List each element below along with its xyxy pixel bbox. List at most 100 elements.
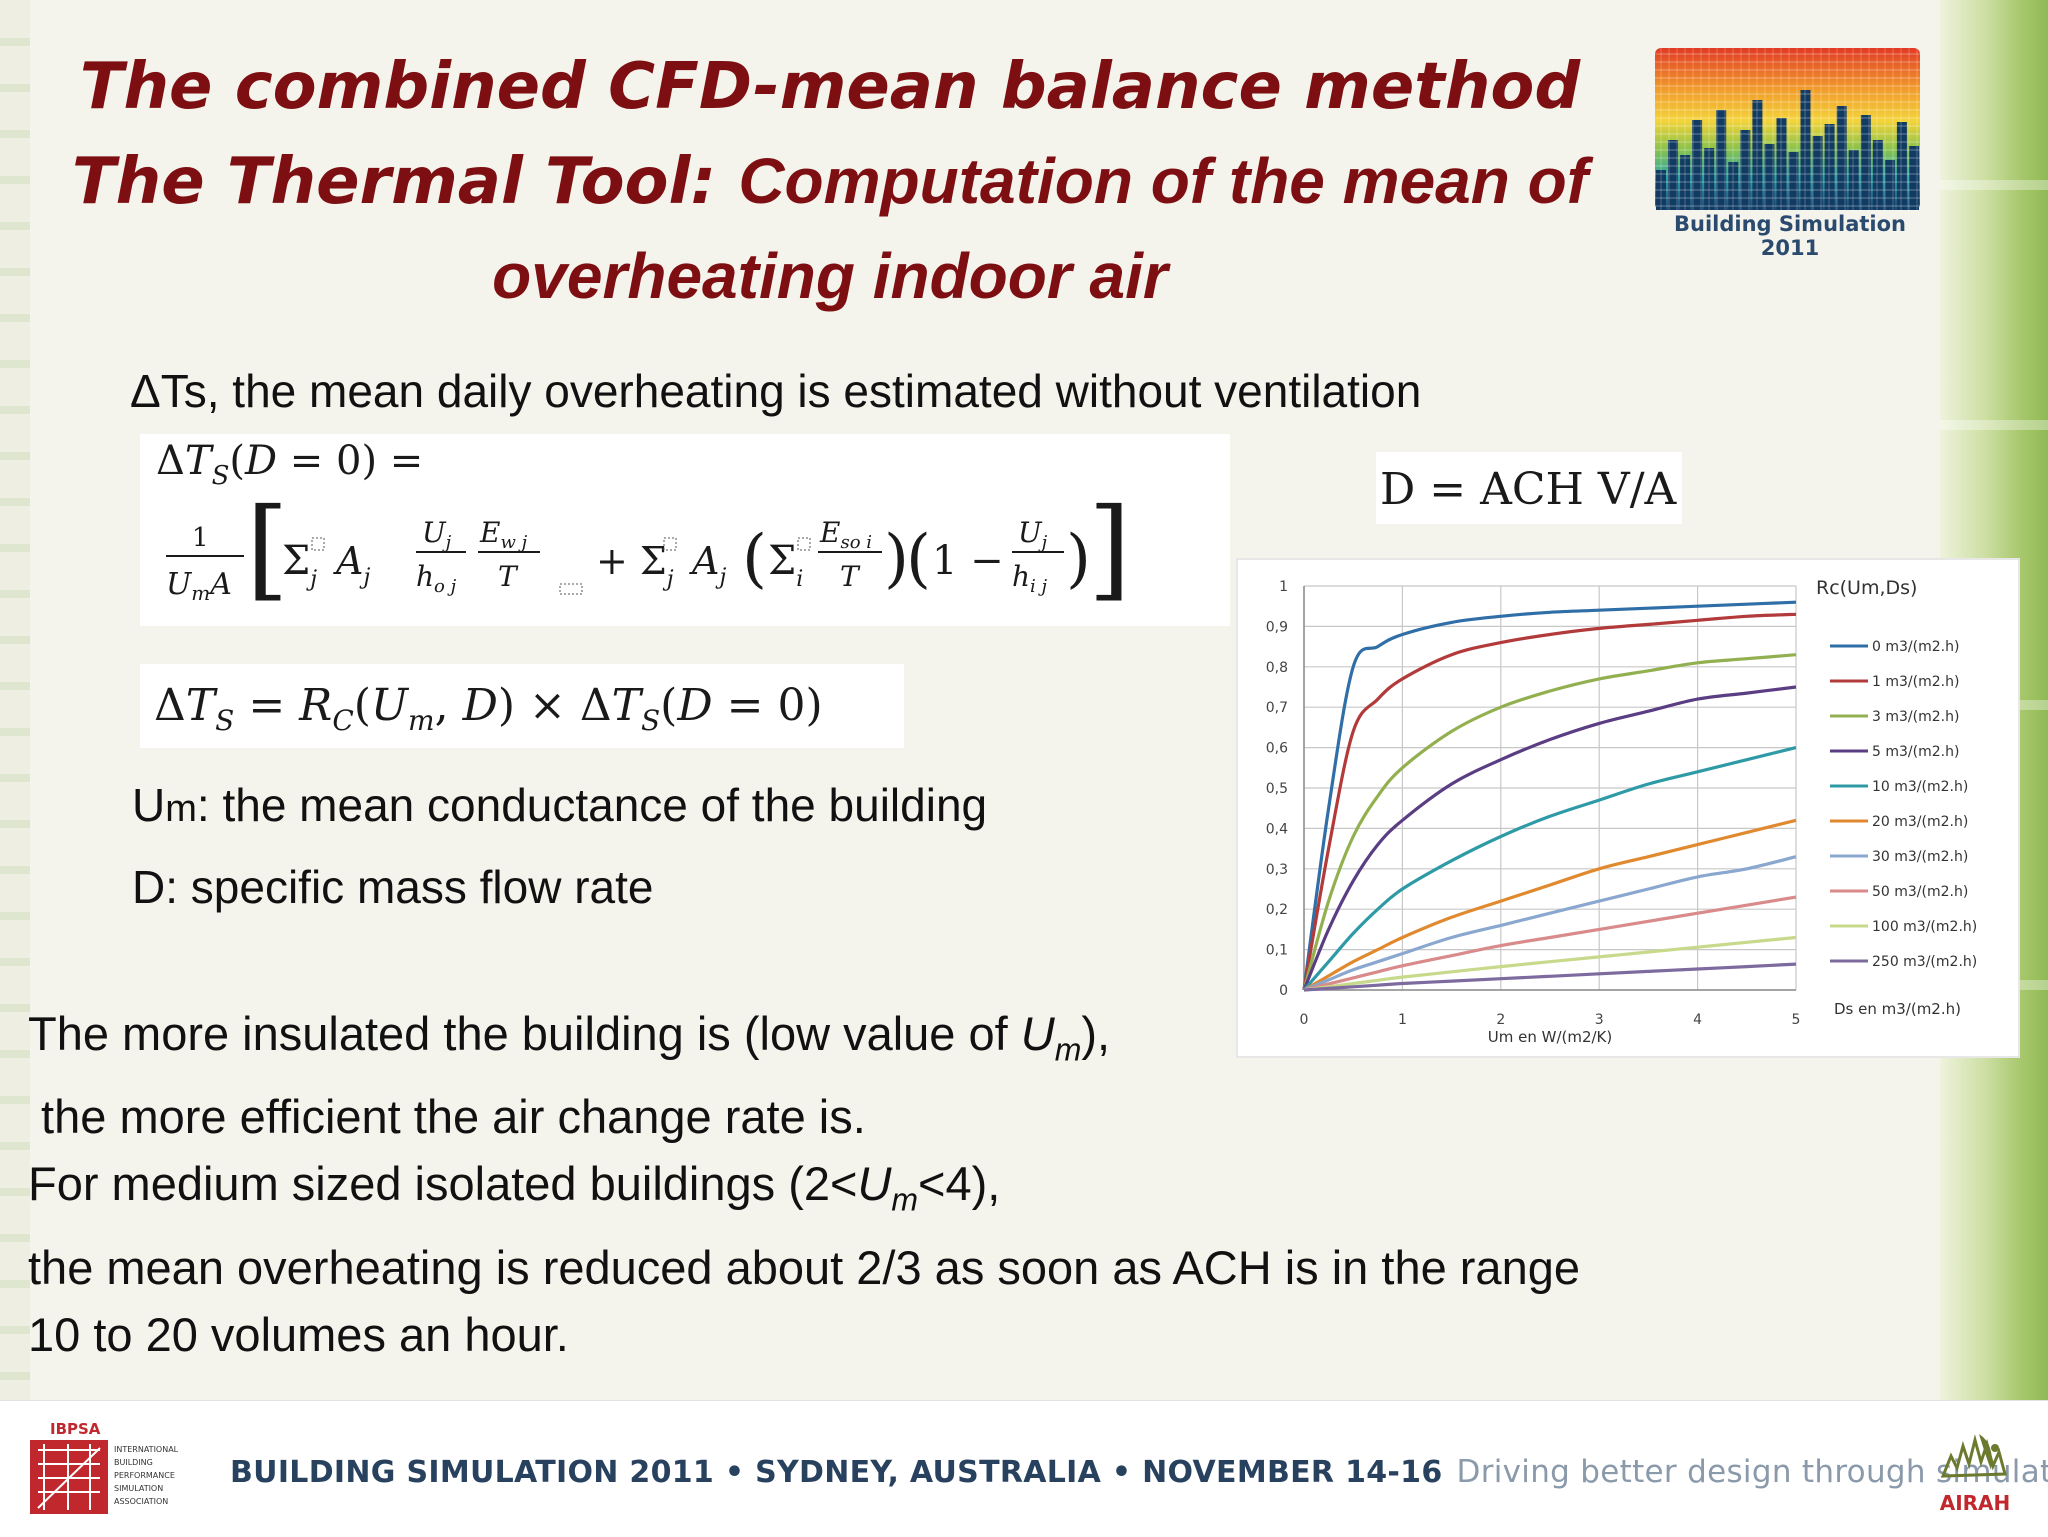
chart-y-tick-label: 0,7 xyxy=(1266,700,1288,716)
definition-um-subscript: m xyxy=(165,788,197,830)
chart-legend-label: 50 m3/(m2.h) xyxy=(1872,884,1968,900)
svg-text:Σj: Σj xyxy=(282,538,317,592)
logo-bar xyxy=(1788,152,1799,210)
body-line-1: The more insulated the building is (low … xyxy=(28,1000,1898,1083)
chart-legend-label: 20 m3/(m2.h) xyxy=(1872,814,1968,830)
logo-bar xyxy=(1692,120,1703,210)
chart-x-tick-label: 2 xyxy=(1496,1012,1505,1028)
rc-chart: 0 0,1 0,2 0,3 0,4 0,5 0,6 0,7 0,8 0,9 1 0 1 2 3 4 5 Rc(Um… xyxy=(1236,558,2020,1058)
chart-legend-label: 5 m3/(m2.h) xyxy=(1872,744,1959,760)
chart-y-tick-label: 0,6 xyxy=(1266,741,1288,757)
body-line-3: For medium sized isolated buildings (2<U… xyxy=(28,1150,1898,1233)
svg-text:(: ( xyxy=(906,522,931,596)
svg-text:Σi: Σi xyxy=(768,538,803,592)
chart-y-tick-label: 0,3 xyxy=(1266,862,1288,878)
ibpsa-logo-text: IBPSA xyxy=(50,1420,101,1438)
chart-legend-label: 250 m3/(m2.h) xyxy=(1872,954,1977,970)
airah-logo-text: AIRAH xyxy=(1940,1491,2011,1515)
svg-text:D = ACH V/A: D = ACH V/A xyxy=(1380,464,1678,515)
chart-series-line xyxy=(1302,653,1797,991)
definition-um-text: : the mean conductance of the building xyxy=(196,779,988,831)
body-line-5: 10 to 20 volumes an hour. xyxy=(28,1307,569,1361)
ibpsa-line: ASSOCIATION xyxy=(114,1497,168,1506)
building-simulation-logo xyxy=(1655,48,1920,210)
chart-x-tick-label: 0 xyxy=(1300,1012,1309,1028)
chart-legend-label: 0 m3/(m2.h) xyxy=(1872,639,1959,655)
chart-legend-label: 3 m3/(m2.h) xyxy=(1872,709,1959,725)
chart-series-line xyxy=(1302,612,1797,991)
logo-bar xyxy=(1896,122,1907,210)
chart-y-tick-label: 0,5 xyxy=(1266,781,1288,797)
svg-text:]: ] xyxy=(1088,484,1131,612)
chart-x-tick-label: 5 xyxy=(1792,1012,1801,1028)
chart-legend-label: 10 m3/(m2.h) xyxy=(1872,779,1968,795)
chart-y-tick-label: 0,8 xyxy=(1266,660,1288,676)
chart-series-line xyxy=(1303,895,1797,992)
logo-bar xyxy=(1909,146,1919,210)
chart-y-tick-label: 0,1 xyxy=(1266,943,1288,959)
chart-y-tick-label: 0,9 xyxy=(1266,619,1288,635)
logo-bar xyxy=(1764,144,1775,210)
svg-text:): ) xyxy=(884,522,909,596)
ibpsa-line: BUILDING xyxy=(114,1458,153,1467)
chart-series-line xyxy=(1303,818,1797,992)
chart-y-tick-label: 0,2 xyxy=(1266,902,1288,918)
body-line-1-d: ), xyxy=(1081,1007,1111,1060)
svg-text:[: [ xyxy=(246,484,289,612)
subtitle: ΔTs, the mean daily overheating is estim… xyxy=(130,365,1422,417)
svg-text:hi j: hi j xyxy=(1012,560,1048,597)
chart-series-line xyxy=(1302,600,1797,991)
chart-y-tick-label: 0 xyxy=(1279,983,1288,999)
chart-series-line xyxy=(1303,935,1797,992)
logo-bar xyxy=(1836,106,1847,210)
chart-legend-label: 1 m3/(m2.h) xyxy=(1872,674,1959,690)
body-line-4: the mean overheating is reduced about 2/… xyxy=(28,1240,1580,1294)
chart-legend-label: 30 m3/(m2.h) xyxy=(1872,849,1968,865)
chart-x-tick-label: 3 xyxy=(1595,1012,1604,1028)
svg-text:Aj: Aj xyxy=(689,539,726,590)
footer xyxy=(0,1400,2048,1537)
logo-bar xyxy=(1716,110,1727,210)
ibpsa-line: INTERNATIONAL xyxy=(114,1445,179,1454)
title-line-3: overheating indoor air xyxy=(492,240,1168,312)
svg-text:Uj: Uj xyxy=(422,516,452,553)
chart-y-tick-label: 1 xyxy=(1279,579,1288,595)
svg-text:1: 1 xyxy=(192,523,209,553)
body-line-1-sub: m xyxy=(1054,1031,1082,1068)
svg-text:Ew j: Ew j xyxy=(479,516,528,553)
svg-text:ΔTS = RC(Um, D) × ΔTS(D = 0): ΔTS = RC(Um, D) × ΔTS(D = 0) xyxy=(154,680,823,737)
chart-x-label: Um en W/(m2/K) xyxy=(1488,1028,1613,1046)
svg-text:): ) xyxy=(1066,522,1091,596)
footer-event: BUILDING SIMULATION 2011 • SYDNEY, AUSTR… xyxy=(230,1455,1443,1490)
logo-bar xyxy=(1860,115,1871,210)
chart-series-line xyxy=(1302,685,1797,991)
svg-text:T: T xyxy=(840,560,861,593)
rc-chart-svg: 0 0,1 0,2 0,3 0,4 0,5 0,6 0,7 0,8 0,9 1 0 1 2 3 4 5 Rc(Um… xyxy=(1236,558,2020,1058)
body-line-2: the more efficient the air change rate i… xyxy=(28,1090,866,1144)
logo-bar xyxy=(1776,118,1787,210)
title-line-2-part-a: The Thermal Tool: xyxy=(71,145,739,219)
svg-text:Aj: Aj xyxy=(333,539,370,590)
svg-text:+ Σj: + Σj xyxy=(596,539,674,592)
logo-bar xyxy=(1872,140,1883,210)
body-line-3-d: <4), xyxy=(918,1157,1001,1211)
logo-bar xyxy=(1704,148,1715,210)
title-line-2: The Thermal Tool: Computation of the mea… xyxy=(60,134,1600,229)
left-decoration xyxy=(0,0,30,1400)
chart-y-tick-label: 0,4 xyxy=(1266,821,1288,837)
logo-bar xyxy=(1800,90,1811,210)
logo-bar xyxy=(1848,150,1859,210)
body-line-3-u: U xyxy=(857,1157,892,1211)
ibpsa-logo: IBPSA INTERNATIONAL BUILDING PERFORMANCE SI… xyxy=(30,1420,179,1514)
chart-series-line xyxy=(1302,746,1797,992)
logo-bar xyxy=(1824,124,1835,210)
slide-title: The combined CFD-mean balance method The… xyxy=(60,40,1600,323)
title-line-2-part-b: Computation of the mean of xyxy=(738,145,1589,217)
definition-um: Um: the mean conductance of the building xyxy=(132,778,987,832)
chart-legend-title: Ds en m3/(m2.h) xyxy=(1834,1000,1961,1018)
body-line-3-a: For medium sized isolated buildings (2< xyxy=(28,1157,858,1211)
chart-title: Rc(Um,Ds) xyxy=(1816,577,1917,599)
formula-delta-ts-rc: ΔTS = RC(Um, D) × ΔTS(D = 0) xyxy=(140,664,904,748)
definition-um-symbol: U xyxy=(132,779,166,831)
svg-text:ho j: ho j xyxy=(416,560,457,597)
